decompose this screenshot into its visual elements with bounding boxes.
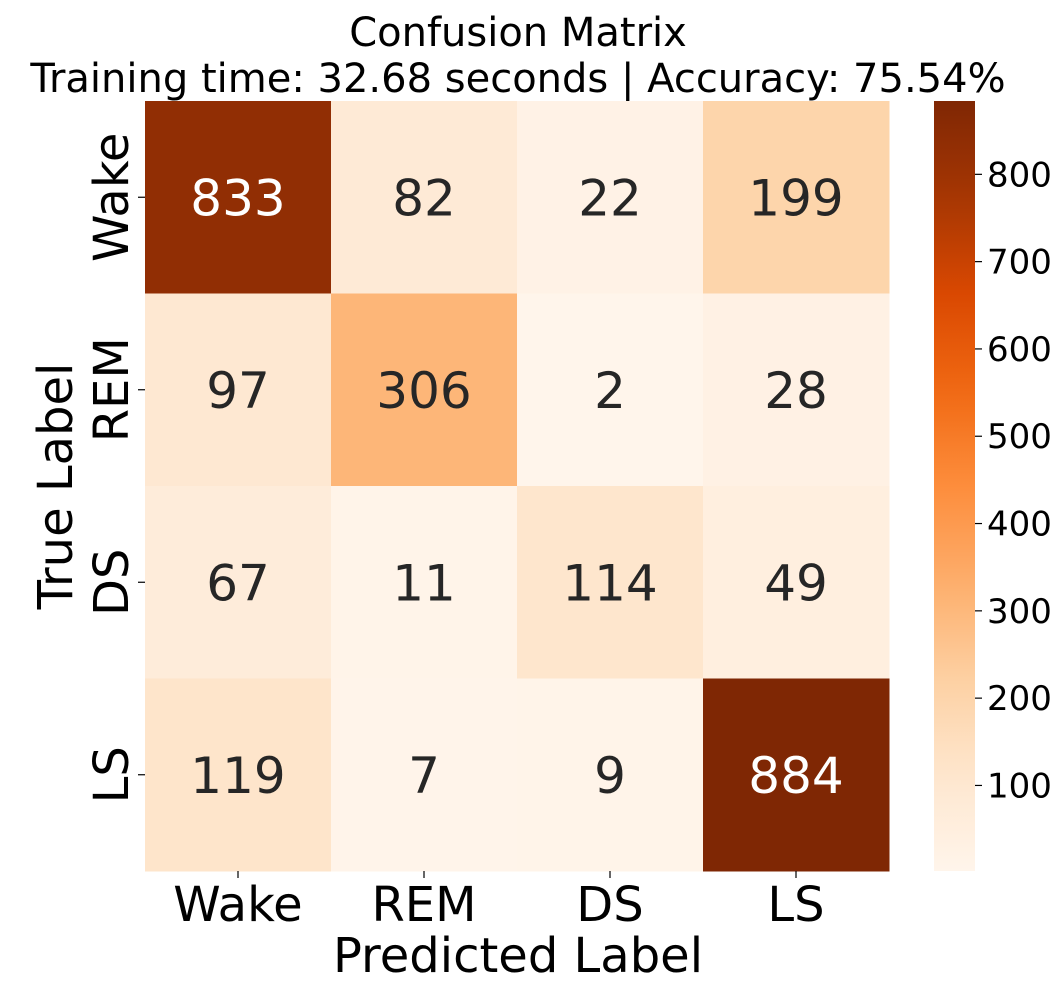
heatmap-cell <box>331 678 518 872</box>
heatmap-cell <box>703 293 890 487</box>
heatmap-cell <box>517 101 704 294</box>
cell-value-label: 97 <box>206 362 270 420</box>
y-tick-label: LS <box>84 746 140 803</box>
cell-value-label: 199 <box>748 169 843 227</box>
colorbar-tick-label: 100 <box>987 766 1052 806</box>
heatmap-cell <box>703 101 890 294</box>
cell-value-label: 7 <box>408 747 440 805</box>
heatmap-cell <box>145 293 332 487</box>
cell-value-label: 884 <box>748 747 843 805</box>
colorbar-tick-label: 800 <box>987 155 1052 195</box>
heatmap-cell <box>331 101 518 294</box>
cell-value-label: 2 <box>594 362 626 420</box>
heatmap-cell <box>517 678 704 872</box>
cell-value-label: 49 <box>764 554 828 612</box>
colorbar-ticks: 100 200 300 400 500 600 700 800 <box>975 155 1052 806</box>
cell-value-label: 833 <box>190 169 285 227</box>
chart-title: Confusion Matrix <box>349 10 687 56</box>
heatmap-cells: 833 82 22 199 97 306 2 28 67 11 114 49 119 7 9 884 <box>145 101 890 872</box>
heatmap-cell <box>145 678 332 872</box>
colorbar-tick-label: 500 <box>987 417 1052 457</box>
colorbar-tick-label: 300 <box>987 592 1052 632</box>
cell-value-label: 67 <box>206 554 270 612</box>
heatmap-cell <box>331 486 518 679</box>
x-tick-label: DS <box>576 877 643 933</box>
heatmap-cell <box>145 486 332 679</box>
x-tick-label: LS <box>767 877 824 933</box>
colorbar-tick-label: 600 <box>987 330 1052 370</box>
colorbar <box>934 101 975 871</box>
heatmap-cell <box>331 293 518 487</box>
cell-value-label: 306 <box>376 362 471 420</box>
y-axis-label: True Label <box>28 363 84 611</box>
cell-value-label: 9 <box>594 747 626 805</box>
x-tick-label: Wake <box>173 877 302 933</box>
cell-value-label: 82 <box>392 169 456 227</box>
heatmap-cell <box>703 678 890 872</box>
heatmap-cell <box>703 486 890 679</box>
cell-value-label: 114 <box>562 554 657 612</box>
x-axis-label: Predicted Label <box>333 928 703 984</box>
x-axis-ticks: Wake REM DS LS <box>173 871 825 933</box>
cell-value-label: 11 <box>392 554 456 612</box>
cell-value-label: 22 <box>578 169 642 227</box>
y-tick-label: Wake <box>84 133 140 262</box>
heatmap-cell <box>145 101 332 294</box>
x-tick-label: REM <box>371 877 476 933</box>
y-tick-label: REM <box>84 337 140 442</box>
y-tick-label: DS <box>84 549 140 616</box>
heatmap-cell <box>517 486 704 679</box>
colorbar-tick-label: 700 <box>987 243 1052 283</box>
cell-value-label: 28 <box>764 362 828 420</box>
colorbar-tick-label: 400 <box>987 505 1052 545</box>
heatmap-cell <box>517 293 704 487</box>
colorbar-tick-label: 200 <box>987 679 1052 719</box>
y-axis-ticks: Wake REM DS LS <box>84 133 145 803</box>
cell-value-label: 119 <box>190 747 285 805</box>
chart-subtitle: Training time: 32.68 seconds | Accuracy:… <box>29 56 1005 102</box>
